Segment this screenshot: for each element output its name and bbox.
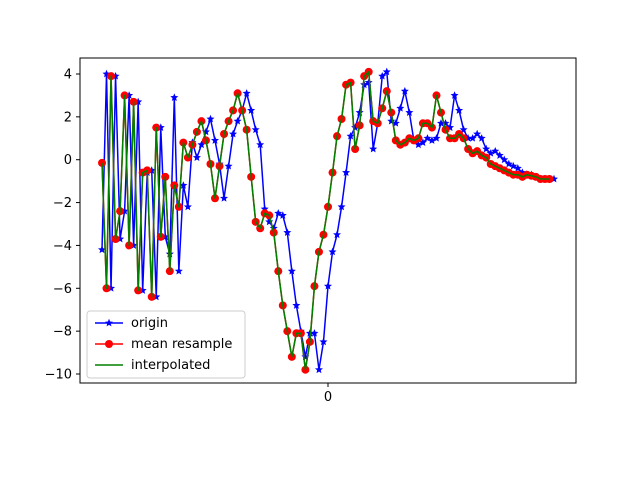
legend-label-mean-resample: mean resample xyxy=(131,337,232,352)
point-origin xyxy=(197,140,206,149)
point-origin xyxy=(418,138,427,146)
point-origin xyxy=(220,194,229,202)
y-axis: 4 2 0 −2 −4 −6 −8 −10 xyxy=(45,68,80,383)
point-origin xyxy=(98,245,106,254)
point-origin xyxy=(342,168,351,176)
point-origin xyxy=(405,108,414,116)
point-origin xyxy=(427,136,436,144)
point-origin xyxy=(247,106,256,114)
point-origin xyxy=(319,337,328,346)
point-origin xyxy=(491,146,500,155)
point-origin xyxy=(278,211,287,219)
point-origin xyxy=(477,134,486,142)
y-tick-label: 0 xyxy=(64,153,72,168)
point-origin xyxy=(473,129,482,138)
y-tick-label: 4 xyxy=(64,68,72,83)
point-origin xyxy=(183,202,192,211)
x-axis: 0 xyxy=(324,383,332,405)
point-origin xyxy=(314,365,323,374)
point-origin xyxy=(310,329,319,337)
y-tick-label: −8 xyxy=(53,325,72,340)
point-origin xyxy=(382,67,391,76)
point-origin xyxy=(500,155,509,164)
point-mean-resample xyxy=(98,158,106,167)
point-origin xyxy=(355,108,364,116)
point-origin xyxy=(346,131,355,140)
point-origin xyxy=(211,136,219,144)
point-origin xyxy=(192,153,201,161)
legend-label-interpolated: interpolated xyxy=(131,358,210,373)
point-origin xyxy=(256,140,265,149)
point-origin xyxy=(174,266,183,275)
y-tick-label: −10 xyxy=(45,368,72,383)
point-origin xyxy=(513,164,522,172)
point-origin xyxy=(468,134,477,142)
y-tick-label: −2 xyxy=(53,196,72,211)
y-tick-label: −4 xyxy=(53,239,72,254)
legend-box xyxy=(86,310,246,379)
y-tick-label: −6 xyxy=(53,282,72,297)
point-origin xyxy=(328,247,337,256)
point-origin xyxy=(378,71,387,80)
point-origin xyxy=(333,230,342,239)
point-origin xyxy=(364,78,373,86)
point-origin xyxy=(337,202,346,211)
point-origin xyxy=(179,181,188,189)
point-origin xyxy=(206,114,215,123)
point-origin xyxy=(437,119,445,127)
point-origin xyxy=(369,144,378,153)
point-origin xyxy=(170,93,179,101)
point-origin xyxy=(482,144,491,153)
series-layer xyxy=(98,67,558,374)
point-origin xyxy=(224,161,233,170)
point-origin xyxy=(251,125,260,134)
legend-marker-mean-resample xyxy=(105,340,113,348)
point-origin xyxy=(165,249,174,258)
point-origin xyxy=(455,106,464,114)
legend-marker-origin xyxy=(105,318,113,327)
y-tick-label: 2 xyxy=(64,110,72,125)
point-origin xyxy=(432,134,441,142)
legend-label-origin: origin xyxy=(131,316,168,331)
point-origin xyxy=(242,89,251,97)
point-origin xyxy=(324,281,332,290)
point-origin xyxy=(450,91,459,99)
point-origin xyxy=(396,104,405,112)
point-origin xyxy=(233,116,242,125)
point-origin xyxy=(229,129,238,138)
point-origin xyxy=(287,266,296,275)
point-origin xyxy=(414,140,423,149)
x-tick-label: 0 xyxy=(324,390,332,405)
legend: origin mean resample interpolated xyxy=(86,310,246,379)
series-line-interpolated xyxy=(101,71,550,371)
point-origin xyxy=(292,301,301,309)
point-origin xyxy=(495,151,504,159)
point-origin xyxy=(400,86,409,95)
point-origin xyxy=(283,228,292,236)
